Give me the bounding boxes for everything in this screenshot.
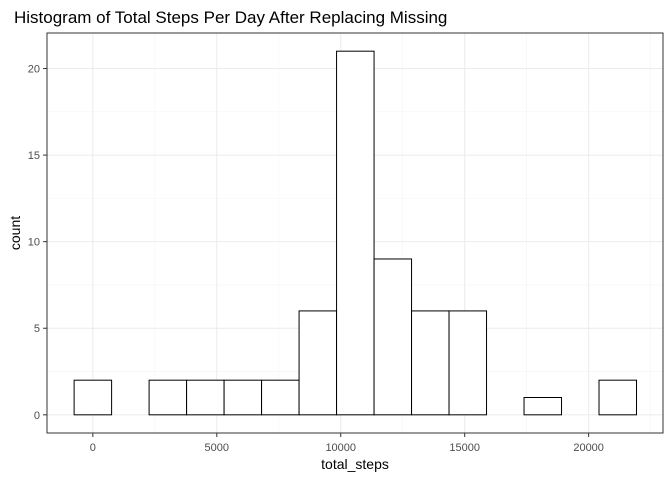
y-tick-label: 0 xyxy=(34,410,40,422)
y-axis-title: count xyxy=(7,216,23,250)
y-tick-label: 20 xyxy=(28,63,40,75)
histogram-bar xyxy=(148,379,188,416)
x-tick-label: 15000 xyxy=(449,442,480,454)
x-axis: 0 5000 10000 15000 20000 xyxy=(90,433,604,454)
x-tick-label: 0 xyxy=(90,442,96,454)
histogram-bar xyxy=(73,379,113,416)
panel-border xyxy=(46,32,664,434)
histogram-bar xyxy=(261,379,300,416)
x-axis-title: total_steps xyxy=(321,456,389,472)
y-axis: 0 5 10 15 20 xyxy=(28,63,47,422)
y-tick-label: 15 xyxy=(28,150,40,162)
histogram-bar xyxy=(298,310,338,416)
histogram-bar xyxy=(598,379,638,416)
histogram-bar xyxy=(523,397,563,416)
histogram-bar xyxy=(336,50,375,416)
histogram-bar xyxy=(373,258,413,416)
histogram-bar xyxy=(223,379,263,416)
x-tick-label: 5000 xyxy=(205,442,229,454)
y-tick-label: 5 xyxy=(34,323,40,335)
chart-title: Histogram of Total Steps Per Day After R… xyxy=(14,8,447,27)
bars xyxy=(73,50,638,416)
x-tick-label: 10000 xyxy=(325,442,356,454)
histogram-bar xyxy=(411,310,450,416)
histogram-bar xyxy=(186,379,225,416)
x-tick-label: 20000 xyxy=(573,442,604,454)
histogram-bar xyxy=(448,310,488,416)
y-tick-label: 10 xyxy=(28,237,40,249)
